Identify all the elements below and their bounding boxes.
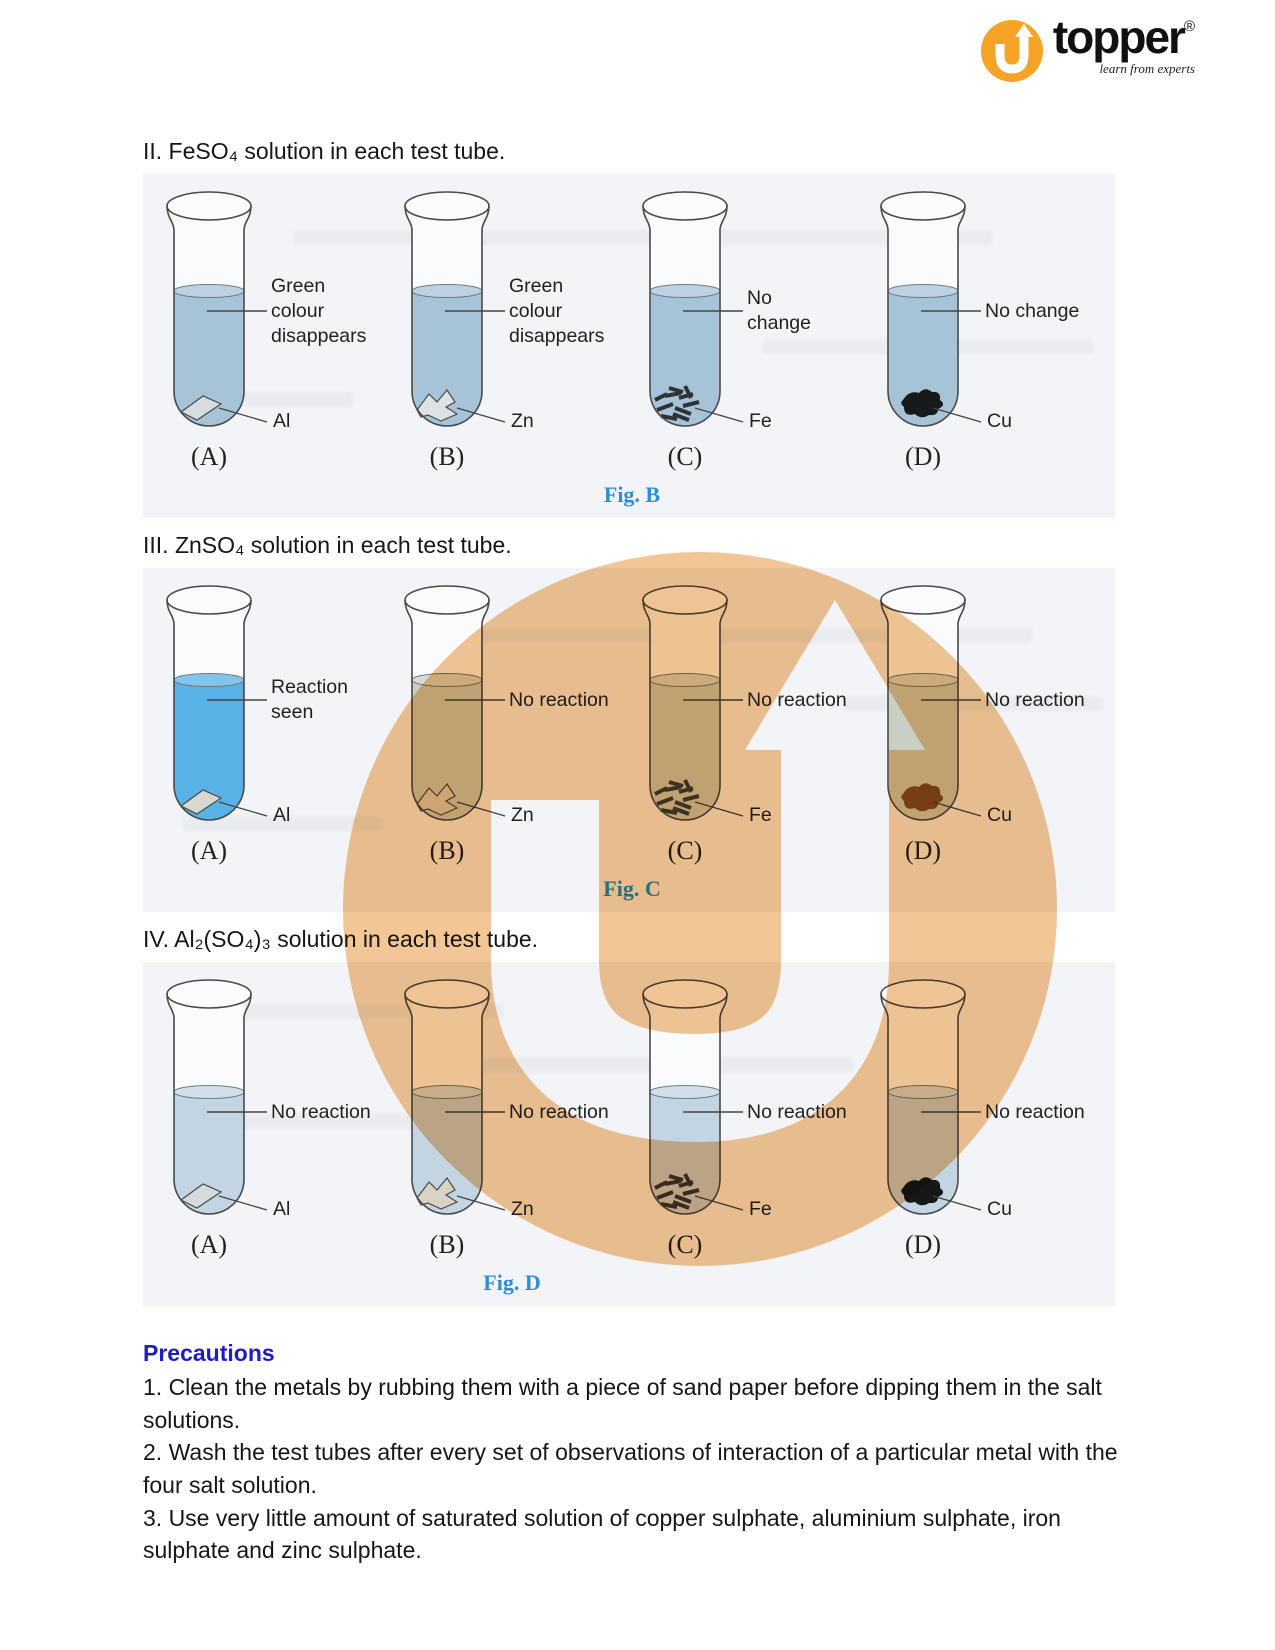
precautions-heading: Precautions <box>143 1340 275 1366</box>
tube-annotation: No reaction <box>509 1101 609 1123</box>
tube-annotation: Reaction seen <box>271 676 348 723</box>
precaution-item: 2. Wash the test tubes after every set o… <box>143 1439 1118 1498</box>
section-heading-znso4: III. ZnSO₄ solution in each test tube. <box>143 532 512 558</box>
test-tube-cell: No change Cu (D) <box>863 186 1101 478</box>
test-tube-cell: Green colour disappears Zn (B) <box>387 186 625 478</box>
metal-label: Fe <box>749 410 772 432</box>
tube-letter: (A) <box>190 1230 228 1259</box>
tube-annotation: No change <box>747 287 811 334</box>
logo-brand-text: topper <box>1052 11 1186 63</box>
tube-annotation: No reaction <box>509 689 609 711</box>
test-tube-graphic <box>166 191 268 427</box>
tube-letter: (A) <box>190 836 228 865</box>
precaution-item: 3. Use very little amount of saturated s… <box>143 1504 1061 1564</box>
test-tube-cell: No reaction Zn (B) <box>387 580 625 872</box>
test-tube-cell: No reaction Al (A) <box>149 974 387 1266</box>
metal-pointer-line <box>694 407 744 423</box>
tube-letter: (B) <box>429 836 465 865</box>
utopper-logo: topper® learn from experts <box>979 14 1195 84</box>
metal-label: Cu <box>987 1198 1012 1220</box>
tube-annotation: No change <box>985 300 1080 322</box>
metal-pointer-line <box>218 1195 268 1211</box>
metal-label: Al <box>273 1198 291 1220</box>
test-tube-graphic <box>880 191 982 427</box>
tube-letter: (B) <box>429 442 465 471</box>
tube-letter: (C) <box>667 836 703 865</box>
metal-pointer-line <box>932 407 982 423</box>
test-tube-row: No reaction Al (A) No reaction Zn (B) No rea… <box>149 974 1115 1266</box>
test-tube-row: Green colour disappears Al (A) Green colou… <box>149 186 1115 478</box>
test-tube-cell: Reaction seen Al (A) <box>149 580 387 872</box>
test-tube-cell: No reaction Fe (C) <box>625 974 863 1266</box>
tube-letter: (D) <box>904 836 942 865</box>
tube-annotation: No reaction <box>747 689 847 711</box>
metal-label: Al <box>273 804 291 826</box>
tube-letter: (B) <box>429 1230 465 1259</box>
test-tube-cell: No reaction Zn (B) <box>387 974 625 1266</box>
figure-caption: Fig. C <box>603 876 661 901</box>
test-tube-cell: Green colour disappears Al (A) <box>149 186 387 478</box>
metal-label: Fe <box>749 804 772 826</box>
test-tube-graphic <box>642 191 744 427</box>
tube-annotation: No reaction <box>271 1101 371 1123</box>
tube-annotation: No reaction <box>985 689 1085 711</box>
metal-label: Al <box>273 410 291 432</box>
metal-label: Zn <box>511 804 534 826</box>
page-content: II. FeSO₄ solution in each test tube. Gr… <box>143 138 1133 1567</box>
tube-letter: (D) <box>904 1230 942 1259</box>
test-tube-graphic <box>166 979 268 1215</box>
metal-pointer-line <box>218 801 268 817</box>
test-tube-cell: No change Fe (C) <box>625 186 863 478</box>
test-tube-cell: No reaction Fe (C) <box>625 580 863 872</box>
metal-pointer-line <box>218 407 268 423</box>
test-tube-graphic <box>166 585 268 821</box>
tube-letter: (D) <box>904 442 942 471</box>
test-tube-cell: No reaction Cu (D) <box>863 580 1101 872</box>
figure-panel-b: Green colour disappears Al (A) Green colou… <box>143 174 1115 518</box>
tube-letter: (C) <box>667 1230 703 1259</box>
metal-label: Fe <box>749 1198 772 1220</box>
registered-trademark-symbol: ® <box>1183 18 1195 35</box>
metal-pointer-line <box>456 407 506 423</box>
test-tube-graphic <box>404 191 506 427</box>
metal-label: Cu <box>987 410 1012 432</box>
logo-tagline: learn from experts <box>1099 61 1195 76</box>
figure-caption: Fig. B <box>603 482 661 507</box>
metal-label: Zn <box>511 1198 534 1220</box>
precaution-item: 1. Clean the metals by rubbing them with… <box>143 1374 1102 1433</box>
test-tube-row: Reaction seen Al (A) No reaction Zn (B) No r… <box>149 580 1115 872</box>
test-tube-cell: No reaction Cu (D) <box>863 974 1101 1266</box>
tube-letter: (A) <box>190 442 228 471</box>
utopper-logo-icon <box>980 20 1043 82</box>
precautions-section: Precautions 1. Clean the metals by rubbi… <box>143 1340 1133 1567</box>
section-heading-feso4: II. FeSO₄ solution in each test tube. <box>143 138 506 164</box>
figure-caption: Fig. D <box>483 1270 541 1295</box>
tube-annotation: No reaction <box>985 1101 1085 1123</box>
tube-letter: (C) <box>667 442 703 471</box>
tube-annotation: No reaction <box>747 1101 847 1123</box>
tube-annotation: Green colour disappears <box>509 275 605 347</box>
metal-label: Cu <box>987 804 1012 826</box>
figure-panel-d: No reaction Al (A) No reaction Zn (B) No rea… <box>143 962 1115 1306</box>
metal-label: Zn <box>511 410 534 432</box>
tube-annotation: Green colour disappears <box>271 275 367 347</box>
figure-panel-c: Reaction seen Al (A) No reaction Zn (B) No r… <box>143 568 1115 912</box>
logo-text: topper® learn from experts <box>1053 14 1195 75</box>
section-heading-al2so43: IV. Al₂(SO₄)₃ solution in each test tube… <box>143 926 539 952</box>
bleed-through-artifact <box>183 816 383 831</box>
